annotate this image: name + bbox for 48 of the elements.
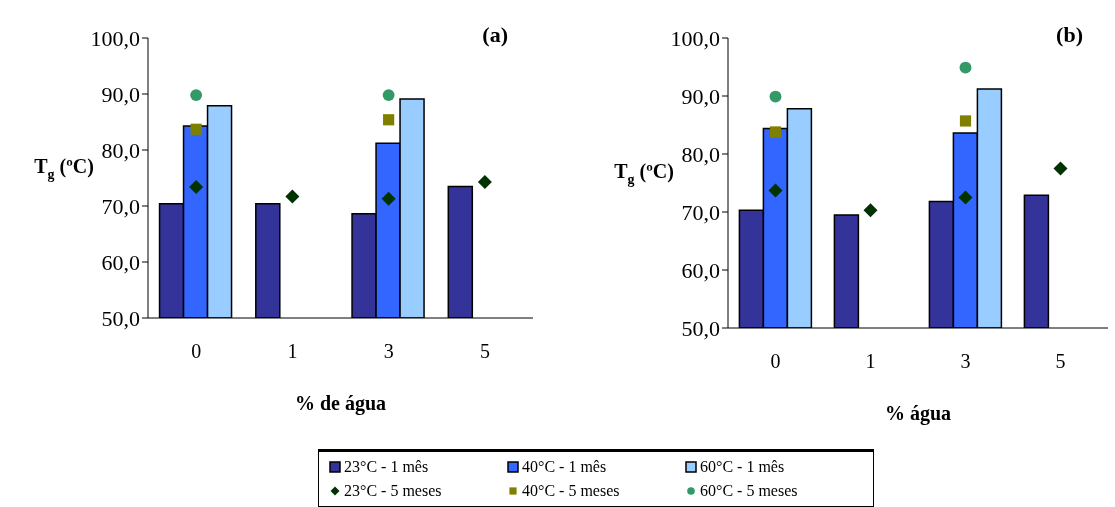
y-tick-label: 50,0 <box>681 315 720 341</box>
point <box>768 183 783 198</box>
legend-label: 40°C - 1 mês <box>522 458 607 476</box>
y-axis-title: T$_{g}$ (ºC) <box>614 159 674 187</box>
point <box>383 114 395 126</box>
y-tick-label: 50,0 <box>101 305 140 331</box>
point <box>477 174 492 189</box>
point <box>285 189 300 204</box>
point <box>958 190 973 205</box>
y-tick-label: 70,0 <box>681 199 720 225</box>
point <box>190 123 202 135</box>
x-tick-label: 0 <box>770 350 781 373</box>
x-tick-label: 1 <box>287 340 298 363</box>
point <box>959 115 972 127</box>
point <box>769 90 782 103</box>
y-tick-label: 60,0 <box>101 249 140 275</box>
legend-label: 40°C - 5 meses <box>522 482 620 500</box>
y-tick-label: 100,0 <box>670 25 720 51</box>
legend-label: 60°C - 1 mês <box>700 458 785 476</box>
y-axis-title: T$_{g}$ (ºC) <box>34 154 94 182</box>
x-tick-label: 3 <box>960 350 971 373</box>
y-tick-label: 60,0 <box>681 257 720 283</box>
x-tick-label: 3 <box>383 340 394 363</box>
point <box>863 203 878 218</box>
point <box>1053 161 1068 176</box>
y-tick-label: 80,0 <box>681 141 720 167</box>
y-tick-label: 90,0 <box>101 81 140 107</box>
legend-label: 23°C - 1 mês <box>344 458 429 476</box>
chart-title: (a) <box>482 22 508 48</box>
x-tick-label: 1 <box>865 350 876 373</box>
y-tick-label: 90,0 <box>681 83 720 109</box>
point <box>959 61 972 74</box>
x-axis-title: % de água <box>294 392 387 415</box>
point <box>189 179 204 194</box>
y-tick-label: 100,0 <box>90 25 140 51</box>
x-axis-title: % água <box>884 402 952 425</box>
chart-title: (b) <box>1056 22 1083 48</box>
x-tick-label: 5 <box>1055 350 1066 373</box>
point <box>381 191 396 206</box>
point <box>190 89 203 102</box>
legend-label: 60°C - 5 meses <box>700 482 798 500</box>
y-tick-label: 80,0 <box>101 137 140 163</box>
y-tick-label: 70,0 <box>101 193 140 219</box>
x-tick-label: 0 <box>191 340 202 363</box>
legend-label: 23°C - 5 meses <box>344 482 442 500</box>
point <box>382 89 395 102</box>
x-tick-label: 5 <box>479 340 490 363</box>
point <box>769 126 782 138</box>
